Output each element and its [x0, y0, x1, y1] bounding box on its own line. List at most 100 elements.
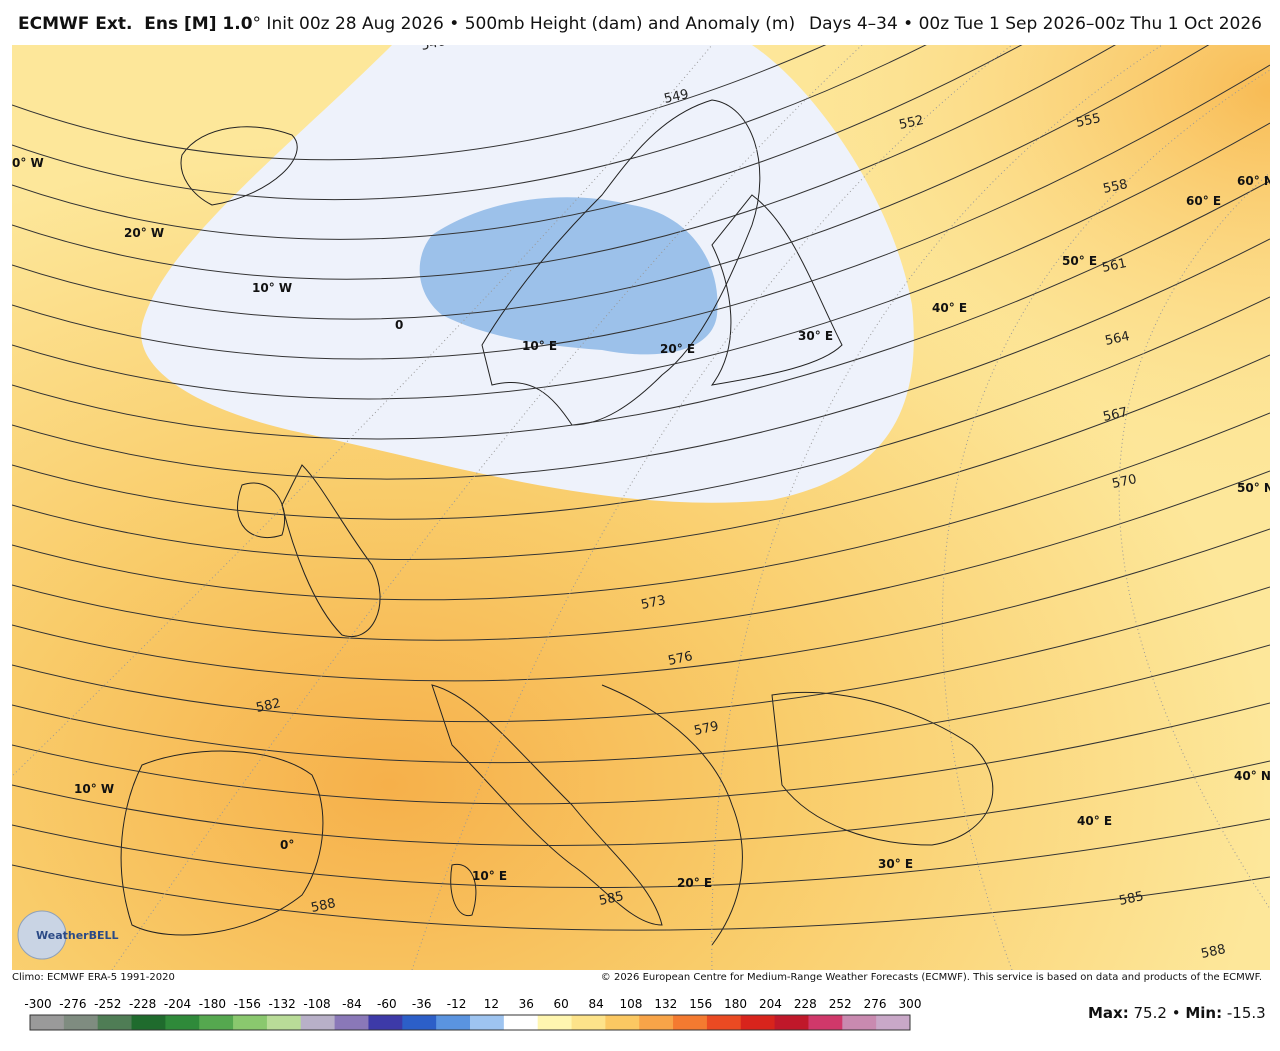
contour-label: 573: [640, 593, 667, 613]
colorbar-swatch: [639, 1015, 674, 1030]
contour-label: 570: [1111, 472, 1138, 492]
colorbar-tick-label: -204: [164, 997, 191, 1011]
contour-line: [12, 586, 1270, 723]
contour-line: [12, 45, 927, 200]
contour-label: 582: [255, 696, 282, 716]
colorbar-swatch: [30, 1015, 65, 1030]
colorbar-swatch: [131, 1015, 166, 1030]
grid-label: 50° E: [1062, 254, 1097, 268]
colorbar-tick-label: 156: [689, 997, 712, 1011]
colorbar-swatch: [706, 1015, 742, 1030]
grid-label: 0: [395, 318, 403, 332]
climo: Climo: ECMWF ERA-5 1991-2020: [12, 972, 175, 983]
grid-label: 10° E: [522, 339, 557, 353]
anomaly-region: [419, 197, 718, 355]
contour-label: 588: [1200, 942, 1227, 962]
contour-line: [12, 864, 1270, 931]
grid-label: 20° W: [124, 226, 164, 240]
colorbar-swatch: [842, 1015, 877, 1030]
contour-line: [12, 180, 1270, 440]
contour-label: 552: [898, 113, 925, 133]
colorbar-tick-label: 132: [654, 997, 677, 1011]
colorbar-swatch: [436, 1015, 471, 1030]
contour-line: [12, 122, 1270, 400]
min-value: -15.3: [1226, 1004, 1266, 1022]
graticule: [111, 45, 863, 970]
contour-line: [12, 470, 1270, 641]
contour-line: [12, 528, 1270, 682]
grid-label: 50° N: [1237, 481, 1270, 495]
colorbar-swatch: [233, 1015, 268, 1030]
contour-line: [12, 760, 1270, 846]
logo: WeatherBELL: [17, 910, 119, 960]
colorbar-tick-label: 252: [829, 997, 852, 1011]
copyright: © 2026 European Centre for Medium-Range …: [600, 972, 1262, 983]
grid-label: 40° N: [1234, 769, 1270, 783]
colorbar-tick-label: -108: [303, 997, 330, 1011]
colorbar-swatch: [165, 1015, 200, 1030]
contour-label: 588: [310, 896, 337, 916]
title: ECMWF Ext. Ens [M] 1.0° Init 00z 28 Aug …: [18, 14, 795, 34]
graticule: [411, 45, 1013, 970]
contour-line: [12, 702, 1270, 805]
grid-label: 10° E: [472, 869, 507, 883]
contour-label: 579: [693, 719, 720, 739]
colorbar-swatch: [470, 1015, 505, 1030]
colorbar-swatch: [63, 1015, 99, 1030]
max-label: Max:: [1088, 1004, 1129, 1022]
contour-label: 564: [1104, 329, 1131, 349]
stats: Max: 75.2 • Min: -15.3: [1088, 1004, 1266, 1022]
contour-label: 585: [1118, 889, 1145, 909]
grid-label: 40° E: [932, 301, 967, 315]
colorbar: -300 -276 -252 -228 -204 -180 -156 -132 -108 -84 -…: [24, 997, 921, 1031]
contour-label: 558: [1102, 177, 1129, 197]
colorbar-tick-label: -12: [447, 997, 467, 1011]
grid-label: 40° E: [1077, 814, 1112, 828]
colorbar-tick-label: -36: [412, 997, 432, 1011]
colorbar-tick-label: 180: [724, 997, 747, 1011]
colorbar-tick-label: 108: [620, 997, 643, 1011]
colorbar-frame: [29, 1014, 911, 1031]
contour-label: 555: [1075, 111, 1102, 131]
contour-line: [12, 64, 1270, 360]
colorbar-tick-label: 228: [794, 997, 817, 1011]
map: 546 549 552 555 558 561 564 567 570 573 576 579 582 5…: [12, 45, 1270, 970]
contour-label: 585: [598, 889, 625, 909]
grid-label: 10° W: [252, 281, 292, 295]
grid-label: 0° W: [12, 156, 44, 170]
colorbar-tick-label: -276: [59, 997, 86, 1011]
grid-label: 30° E: [798, 329, 833, 343]
colorbar-swatch: [402, 1015, 437, 1030]
grid-label: 60° N: [1237, 174, 1270, 188]
colorbar-tick-label: -180: [199, 997, 226, 1011]
colorbar-tick-label: 36: [519, 997, 534, 1011]
colorbar-swatch: [266, 1015, 302, 1030]
colorbar-tick-label: 204: [759, 997, 782, 1011]
separator: •: [1171, 1004, 1181, 1022]
valid-time: Days 4–34 • 00z Tue 1 Sep 2026–00z Thu 1…: [808, 14, 1262, 34]
max-value: 75.2: [1133, 1004, 1167, 1022]
colorbar-tick-label: 84: [588, 997, 603, 1011]
contour-line: [12, 45, 1116, 280]
contour-line: [12, 296, 1270, 520]
colorbar-swatch: [334, 1015, 369, 1030]
colorbar-swatch: [300, 1015, 336, 1030]
colorbar-tick-label: 12: [484, 997, 499, 1011]
colorbar-swatch: [199, 1015, 234, 1030]
colorbar-tick-label: -84: [342, 997, 362, 1011]
colorbar-tick-label: -252: [94, 997, 121, 1011]
title-rest: ° Init 00z 28 Aug 2026 • 500mb Height (d…: [252, 14, 796, 34]
contour-line: [12, 412, 1270, 601]
colorbar-swatch: [97, 1015, 133, 1030]
colorbar-swatch: [774, 1015, 809, 1030]
grid-label: 20° E: [660, 342, 695, 356]
contour-label: 567: [1102, 405, 1129, 425]
contour-label: 561: [1101, 256, 1128, 276]
colorbar-tick-label: -228: [129, 997, 156, 1011]
contour-label: 576: [667, 649, 694, 669]
grid-label: 30° E: [878, 857, 913, 871]
grid-label: 60° E: [1186, 194, 1221, 208]
colorbar-tick-label: -300: [24, 997, 51, 1011]
contour-label: 546: [420, 45, 447, 54]
min-label: Min:: [1185, 1004, 1223, 1022]
